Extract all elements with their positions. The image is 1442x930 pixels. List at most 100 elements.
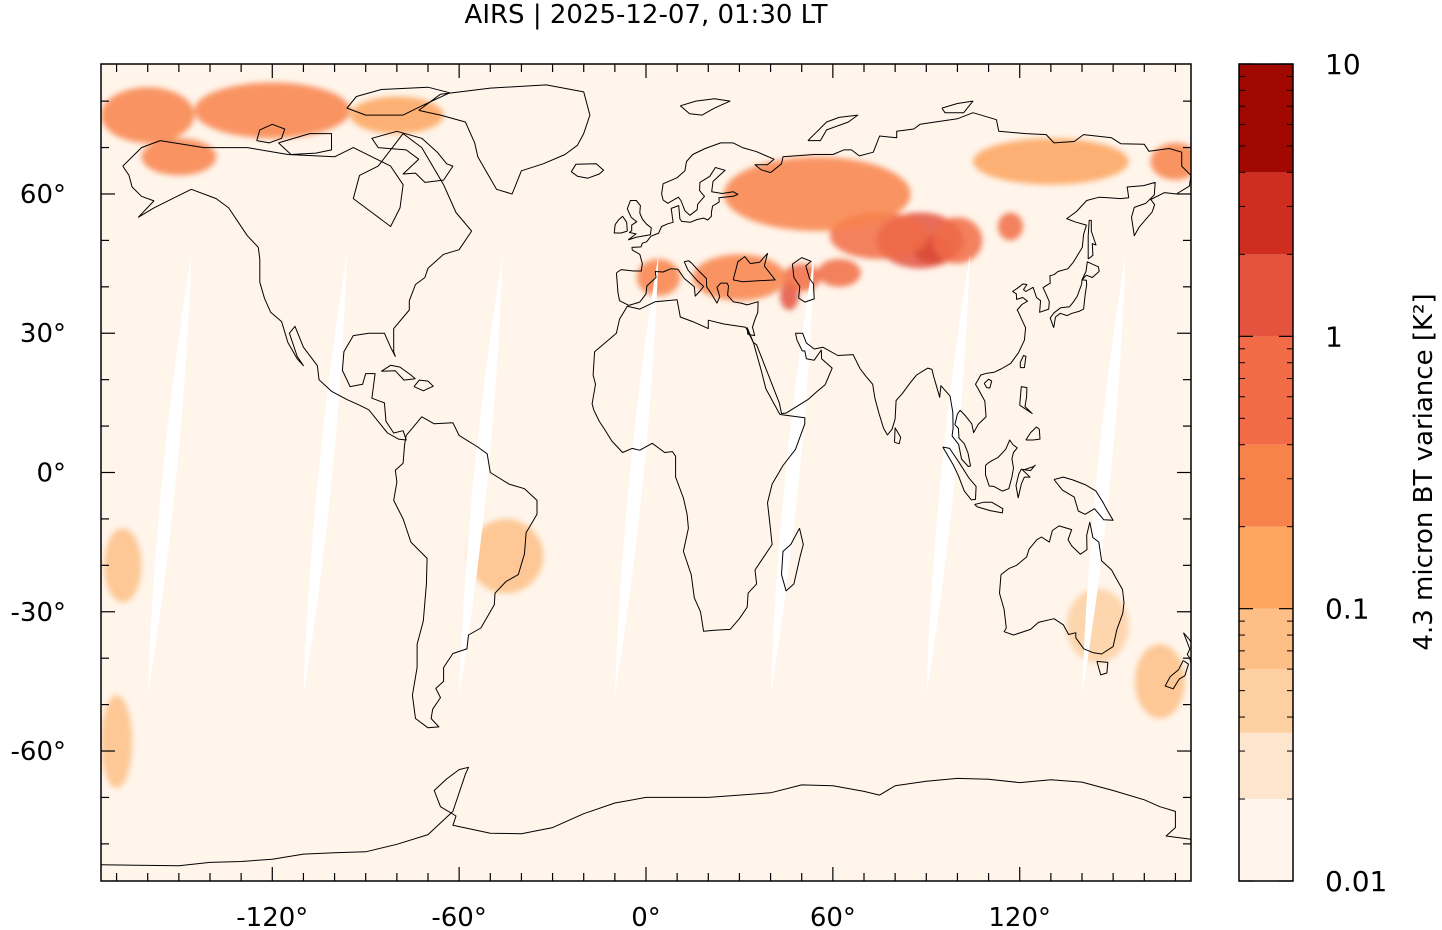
colorbar-band — [1239, 444, 1293, 527]
coastline — [1096, 660, 1109, 676]
coastline — [122, 133, 473, 441]
coastline — [381, 364, 416, 381]
y-tick-label: 0° — [36, 459, 66, 489]
coastline — [791, 257, 815, 303]
coastline — [1087, 219, 1097, 260]
colorbar-band — [1239, 172, 1293, 255]
y-tick-label: -30° — [11, 598, 66, 628]
coastline — [413, 379, 434, 392]
coastline — [807, 114, 859, 142]
coastline — [974, 501, 1004, 514]
coastline — [942, 446, 977, 501]
colorbar-tick-label: 10 — [1325, 48, 1361, 81]
coastline — [615, 112, 1191, 467]
variance-hotspot — [1066, 588, 1129, 663]
colorbar-band — [1239, 669, 1293, 733]
coastline — [1081, 261, 1100, 281]
coastline — [101, 766, 1191, 867]
colorbar-band — [1239, 732, 1293, 799]
map-background — [101, 64, 1191, 881]
variance-hotspot — [194, 82, 351, 139]
data-gap-swath — [614, 254, 659, 696]
map-frame — [100, 63, 1192, 882]
coastlines — [101, 84, 1191, 867]
data-gap-swath — [459, 254, 503, 696]
colorbar-band — [1239, 799, 1293, 881]
coastline — [894, 427, 902, 445]
coastline — [1015, 464, 1036, 499]
coastline — [999, 521, 1125, 655]
y-tick-label: 60° — [20, 180, 66, 210]
colorbar-tick-label: 0.1 — [1325, 593, 1370, 626]
variance-hotspot — [723, 156, 911, 232]
variance-hotspot — [692, 254, 787, 301]
coastline — [679, 98, 731, 116]
coastline — [1053, 476, 1114, 521]
colorbar-tick-labels: 10 1 0.1 0.01 — [1325, 48, 1387, 898]
colorbar-band — [1239, 336, 1293, 445]
colorbar: 10 1 0.1 0.01 4.3 micron BT variance [K²] — [1238, 48, 1439, 898]
x-tick-label: -60° — [431, 903, 486, 930]
x-tick-labels: -120° -60° 0° 60° 120° — [236, 903, 1051, 930]
colorbar-bands — [1239, 64, 1293, 881]
variance-hotspot — [1150, 142, 1191, 181]
variance-hotspot — [636, 258, 681, 297]
coastline — [371, 130, 454, 183]
variance-hotspot — [783, 263, 821, 292]
coastline — [1049, 279, 1088, 328]
coastline — [1183, 632, 1191, 666]
variance-hotspot — [104, 528, 142, 603]
coastline — [1025, 426, 1041, 441]
x-tick-label: 60° — [810, 903, 856, 930]
variance-hotspot — [1135, 644, 1185, 719]
variance-hotspot — [101, 87, 195, 143]
coastline — [1164, 660, 1189, 690]
coastline — [613, 215, 628, 234]
y-tick-label: 30° — [20, 319, 66, 349]
data-gap-swath — [147, 254, 192, 696]
data-gap-swath — [303, 254, 348, 696]
variance-hotspot — [997, 212, 1023, 241]
coastline — [985, 439, 1018, 492]
x-tick-label: -120° — [236, 903, 308, 930]
variance-field — [101, 82, 1191, 789]
coastline — [732, 252, 776, 283]
coastline — [591, 299, 806, 632]
x-tick-label: 0° — [631, 903, 661, 930]
colorbar-frame — [1238, 63, 1294, 882]
variance-hotspot — [973, 138, 1129, 185]
colorbar-band — [1239, 64, 1293, 173]
coastline — [393, 416, 538, 729]
colorbar-label: 4.3 micron BT variance [K²] — [1409, 293, 1439, 650]
coastline — [1019, 386, 1033, 414]
data-gap-swath — [1082, 254, 1126, 696]
data-gap-swath — [926, 254, 970, 696]
coastline — [346, 86, 451, 116]
map-title: AIRS | 2025-12-07, 01:30 LT — [465, 0, 828, 30]
colorbar-ticks — [1239, 63, 1293, 882]
colorbar-band — [1239, 608, 1293, 670]
variance-hotspot — [817, 259, 861, 287]
coastline — [941, 100, 974, 114]
data-gap-swath — [770, 254, 815, 696]
y-tick-label: -60° — [11, 737, 66, 767]
colorbar-band — [1239, 526, 1293, 609]
coastline — [256, 123, 286, 144]
coastline — [626, 200, 652, 241]
variance-hotspot — [932, 217, 983, 264]
map-area — [100, 63, 1192, 882]
colorbar-tick-label: 0.01 — [1325, 865, 1387, 898]
data-gaps — [147, 254, 1126, 696]
variance-hotspot — [468, 519, 544, 594]
coastline — [278, 133, 332, 155]
coastline — [983, 378, 993, 389]
coastline — [418, 84, 591, 195]
x-tick-label: 120° — [988, 903, 1051, 930]
coastline — [570, 163, 605, 179]
coastline — [781, 527, 804, 592]
colorbar-band — [1239, 254, 1293, 337]
y-tick-labels: 60° 30° 0° -30° -60° — [11, 180, 66, 767]
coastline — [1019, 355, 1027, 369]
variance-hotspot — [101, 695, 133, 789]
